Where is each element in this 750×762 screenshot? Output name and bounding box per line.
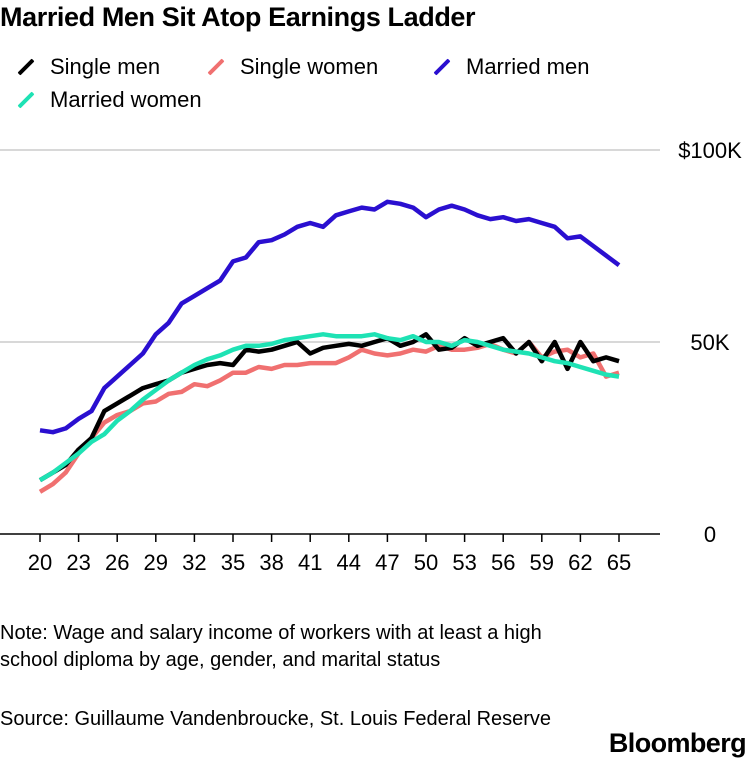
chart-title: Married Men Sit Atop Earnings Ladder: [0, 2, 476, 32]
x-tick-label-3: 29: [144, 550, 168, 575]
x-tick-label-4: 32: [182, 550, 206, 575]
x-tick-label-9: 47: [375, 550, 399, 575]
legend-item-single-women: Single women: [206, 54, 378, 80]
x-tick-label-7: 41: [298, 550, 322, 575]
x-tick-label-14: 62: [568, 550, 592, 575]
x-tick-label-2: 26: [105, 550, 129, 575]
series-line-married-men: [39, 199, 621, 435]
x-tick-label-10: 50: [414, 550, 438, 575]
y-tick-label-0: 0: [704, 522, 716, 547]
x-tick-label-12: 56: [491, 550, 515, 575]
x-tick-label-11: 53: [452, 550, 476, 575]
series-line-single-women: [38, 339, 620, 494]
x-tick-label-8: 44: [337, 550, 361, 575]
legend-item-single-men: Single men: [16, 54, 160, 80]
legend-item-married-women: Married women: [16, 87, 202, 113]
x-tick-label-13: 59: [530, 550, 554, 575]
legend-label-single-women: Single women: [240, 54, 379, 79]
y-tick-label-1: 50K: [690, 330, 729, 355]
line-chart: 0 50K $100K 20 23 26 29 32 35 38 41 44 47 50 53 56 59 62 6…: [0, 138, 742, 575]
x-tick-label-6: 38: [259, 550, 283, 575]
series-line-married-women: [38, 332, 620, 483]
x-tick-label-1: 23: [66, 550, 90, 575]
x-tick-label-0: 20: [28, 550, 52, 575]
chart-note: Note: Wage and salary income of workers …: [0, 622, 542, 671]
legend-label-married-men: Married men: [466, 54, 590, 79]
legend-item-married-men: Married men: [432, 54, 589, 80]
chart-source: Source: Guillaume Vandenbroucke, St. Lou…: [0, 708, 552, 730]
y-tick-label-2: $100K: [678, 138, 742, 163]
x-tick-label-5: 35: [221, 550, 245, 575]
x-tick-label-15: 65: [607, 550, 631, 575]
legend-label-married-women: Married women: [50, 87, 202, 112]
series-line-single-men: [38, 332, 620, 483]
bloomberg-logo: Bloomberg: [608, 728, 747, 758]
legend-label-single-men: Single men: [50, 54, 161, 79]
